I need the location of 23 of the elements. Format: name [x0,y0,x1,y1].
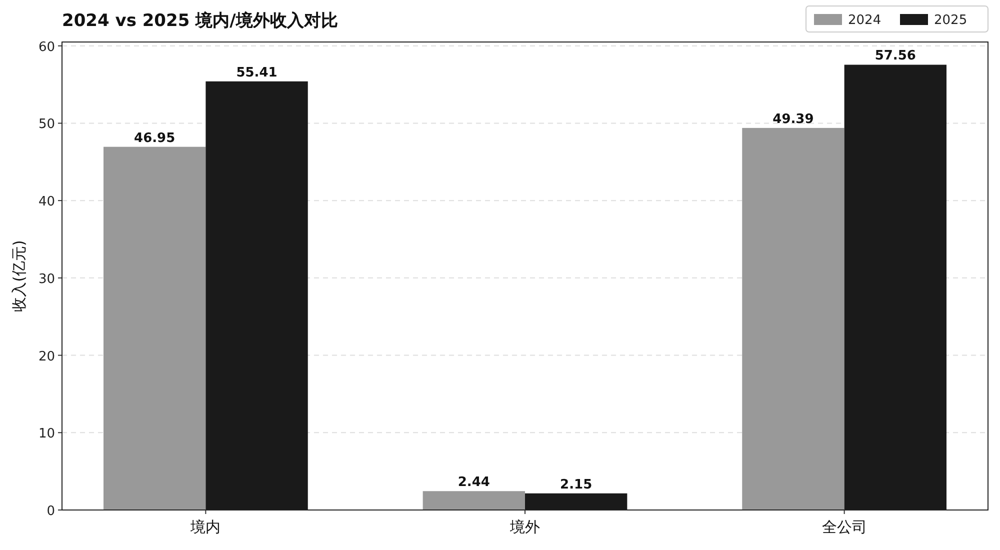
data-label: 2.44 [458,475,490,490]
bar [104,146,206,510]
y-axis-title: 收入(亿元) [10,240,28,312]
y-tick-label: 30 [38,272,55,287]
bar [422,491,525,510]
legend-label: 2024 [848,13,882,28]
y-tick-label: 40 [38,194,55,210]
y-tick-label: 20 [38,349,55,364]
data-label: 55.41 [236,65,278,80]
data-label: 57.56 [874,48,916,64]
y-tick-label: 60 [38,40,55,55]
x-tick-label: 境内 [190,518,221,536]
data-label: 49.39 [772,112,814,127]
data-label: 46.95 [134,130,176,146]
bar [742,128,844,510]
x-tick-label: 全公司 [822,518,867,536]
x-tick-label: 境外 [509,518,540,536]
y-tick-label: 50 [38,117,55,132]
y-tick-label: 0 [46,504,55,519]
y-tick-label: 10 [38,426,55,442]
chart-title: 2024 vs 2025 境内/境外收入对比 [62,11,338,31]
data-label: 2.15 [560,477,592,492]
legend-label: 2025 [934,13,968,28]
